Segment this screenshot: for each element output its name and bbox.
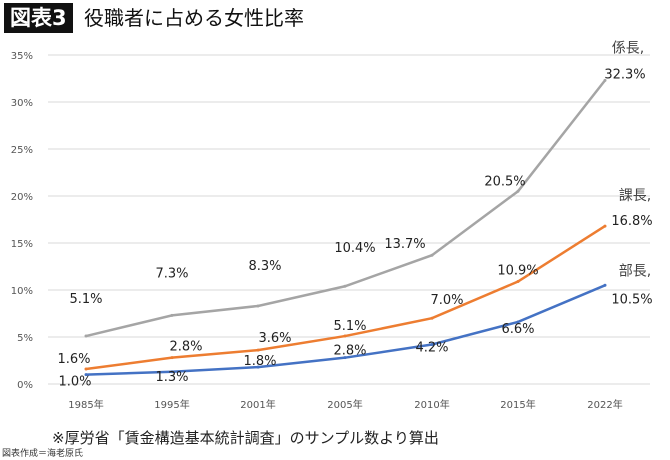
data-point (170, 356, 174, 360)
data-point (430, 253, 434, 257)
data-point (603, 78, 607, 82)
y-tick-label: 0% (17, 380, 33, 391)
data-point (84, 373, 88, 377)
data-point (170, 370, 174, 374)
series-name-label: 部長, (619, 263, 651, 279)
data-label: 4.2% (415, 341, 448, 356)
y-tick-label: 15% (11, 239, 33, 250)
data-label: 3.6% (258, 331, 291, 346)
data-point (84, 367, 88, 371)
series-line-0 (85, 79, 606, 338)
figure-tag: 図表3 (4, 3, 73, 33)
x-tick-label: 2005年 (327, 398, 362, 411)
data-label: 6.6% (501, 322, 534, 337)
data-point (256, 304, 260, 308)
chart-title: 役職者に占める女性比率 (84, 6, 304, 30)
data-label: 10.4% (334, 241, 375, 256)
data-point (516, 189, 520, 193)
data-label: 20.5% (484, 174, 525, 189)
data-point (343, 356, 347, 360)
series-name-label: 課長, (619, 188, 651, 204)
x-tick-label: 2001年 (240, 398, 275, 411)
y-tick-label: 30% (11, 98, 33, 109)
y-tick-label: 25% (11, 145, 33, 156)
data-label: 2.8% (169, 340, 202, 355)
data-label: 16.8% (611, 214, 652, 229)
data-label: 8.3% (248, 259, 281, 274)
data-point (170, 313, 174, 317)
y-tick-label: 10% (11, 286, 33, 297)
data-label: 32.3% (604, 67, 645, 82)
data-label: 1.6% (57, 352, 90, 367)
data-label: 13.7% (384, 237, 425, 252)
data-label: 1.8% (243, 354, 276, 369)
line-chart: 0% 5% 10% 15% 20% 25% 30% 35% 1985年 1995年 2001年 200… (11, 40, 653, 411)
x-tick-label: 2010年 (414, 398, 449, 411)
x-tick-label: 1985年 (68, 398, 103, 411)
data-label: 1.0% (58, 375, 91, 390)
y-tick-label: 20% (11, 192, 33, 203)
x-tick-label: 2022年 (587, 398, 622, 411)
data-point (343, 284, 347, 288)
x-tick-label: 2015年 (500, 398, 535, 411)
data-point (603, 283, 607, 287)
credit: 図表作成＝海老原氏 (2, 449, 84, 459)
x-tick-label: 1995年 (154, 398, 189, 411)
y-tick-label: 5% (17, 333, 33, 344)
data-point (430, 343, 434, 347)
y-tick-label: 35% (11, 51, 33, 62)
series-name-label: 係長, (612, 40, 644, 56)
data-label: 7.3% (155, 266, 188, 281)
data-point (516, 280, 520, 284)
data-label: 5.1% (333, 319, 366, 334)
data-point (603, 224, 607, 228)
data-point (256, 348, 260, 352)
source-note: ※厚労省「賃金構造基本統計調査」のサンプル数より算出 (52, 429, 439, 447)
data-label: 10.5% (611, 292, 652, 307)
data-point (516, 320, 520, 324)
data-label: 5.1% (69, 292, 102, 307)
data-label: 2.8% (333, 344, 366, 359)
data-label: 7.0% (430, 293, 463, 308)
data-point (256, 365, 260, 369)
data-label: 1.3% (155, 370, 188, 385)
data-label: 10.9% (497, 264, 538, 279)
data-point (84, 334, 88, 338)
data-point (343, 334, 347, 338)
data-point (430, 316, 434, 320)
